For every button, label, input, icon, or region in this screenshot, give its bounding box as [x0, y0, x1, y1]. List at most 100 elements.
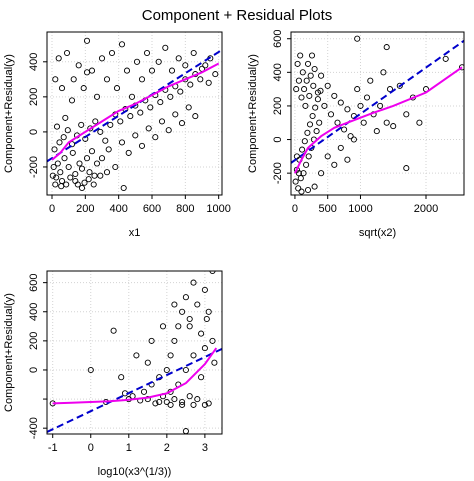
data-point: [354, 86, 361, 93]
data-point: [53, 123, 61, 130]
data-point: [458, 64, 464, 71]
data-point: [90, 181, 97, 188]
data-point: [70, 76, 77, 83]
points-group: [49, 271, 218, 434]
data-point: [168, 67, 176, 74]
data-point: [123, 67, 131, 74]
data-point: [182, 428, 189, 434]
data-point: [157, 99, 164, 106]
data-point: [103, 169, 111, 176]
data-point: [171, 396, 178, 403]
data-point: [350, 136, 357, 143]
data-point: [81, 179, 88, 186]
data-point: [125, 149, 132, 156]
data-point: [293, 86, 300, 93]
x-axis-label: sqrt(x2): [359, 227, 396, 239]
x-tick-label: 0: [49, 203, 55, 215]
data-point: [383, 44, 390, 51]
data-point: [110, 327, 117, 334]
data-point: [297, 175, 304, 182]
data-point: [143, 49, 151, 57]
data-point: [383, 119, 390, 126]
data-point: [303, 161, 310, 168]
data-point: [337, 99, 344, 106]
data-point: [83, 155, 91, 162]
data-point: [108, 49, 116, 57]
data-point: [380, 69, 387, 76]
data-point: [331, 92, 338, 99]
linear-fit-line: [291, 39, 464, 164]
x-tick-label: 400: [109, 203, 127, 215]
x-tick-label: 1000: [206, 203, 230, 215]
data-point: [190, 352, 197, 359]
y-axis-label: Component+Residual(y): [3, 293, 15, 412]
data-point: [52, 181, 59, 188]
data-point: [194, 301, 201, 308]
data-point: [87, 366, 94, 374]
data-point: [179, 398, 186, 406]
smooth-line: [51, 62, 220, 161]
data-point: [198, 374, 205, 381]
data-point: [63, 181, 70, 188]
data-point: [163, 366, 170, 374]
data-point: [178, 120, 186, 127]
x-tick-label: 800: [176, 203, 194, 215]
data-point: [91, 172, 98, 179]
x-tick-label: 0: [292, 203, 298, 215]
data-point: [133, 352, 140, 359]
data-point: [162, 44, 169, 51]
plot-frame: [46, 31, 223, 196]
data-point: [354, 35, 361, 42]
data-point: [53, 174, 60, 181]
x-axis-label: log10(x3^(1/3)): [98, 466, 172, 478]
data-point: [49, 172, 56, 179]
y-tick-label: 200: [272, 97, 284, 115]
data-point: [308, 52, 316, 59]
data-point: [87, 125, 94, 132]
data-point: [147, 104, 154, 111]
data-point: [55, 55, 62, 62]
data-point: [192, 113, 199, 120]
smooth-line: [294, 66, 463, 174]
data-point: [83, 37, 91, 44]
data-point: [209, 337, 216, 344]
data-point: [301, 86, 308, 93]
data-point: [171, 301, 178, 308]
data-point: [300, 170, 307, 177]
data-point: [113, 85, 121, 92]
data-point: [318, 72, 325, 79]
data-point: [390, 123, 397, 130]
data-point: [62, 114, 69, 121]
data-point: [309, 112, 316, 120]
y-tick-label: -200: [28, 156, 40, 178]
y-tick-label: 600: [272, 30, 284, 48]
data-point: [92, 118, 99, 125]
data-point: [186, 315, 193, 323]
data-point: [128, 93, 136, 100]
data-point: [117, 118, 124, 125]
y-tick-label: 400: [28, 53, 40, 71]
data-point: [314, 89, 321, 96]
data-point: [118, 374, 125, 381]
points-group: [292, 35, 464, 195]
data-point: [331, 161, 338, 168]
x-tick-label: 500: [319, 203, 337, 215]
y-axis-label: Component+Residual(y): [247, 54, 259, 173]
data-point: [311, 65, 318, 73]
data-point: [186, 323, 193, 330]
data-point: [334, 119, 341, 126]
data-point: [167, 352, 174, 359]
data-point: [337, 144, 344, 151]
plot-frame: [46, 270, 223, 435]
data-point: [76, 160, 83, 167]
data-point: [201, 345, 208, 352]
x-tick-label: 600: [143, 203, 161, 215]
data-point: [299, 69, 306, 76]
data-point: [205, 400, 212, 407]
data-point: [324, 153, 331, 160]
data-point: [302, 102, 309, 109]
data-point: [127, 113, 134, 120]
data-point: [148, 337, 155, 344]
y-tick-label: 0: [272, 136, 284, 142]
